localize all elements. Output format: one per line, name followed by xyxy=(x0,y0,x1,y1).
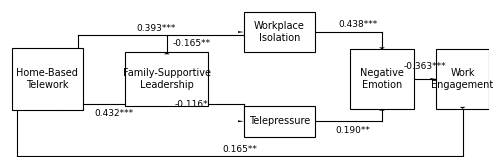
Text: 0.438***: 0.438*** xyxy=(338,20,378,29)
FancyBboxPatch shape xyxy=(12,48,83,110)
Polygon shape xyxy=(164,52,170,54)
FancyBboxPatch shape xyxy=(244,12,314,52)
Text: Work
Engagement: Work Engagement xyxy=(432,68,494,90)
Text: Telepressure: Telepressure xyxy=(248,116,310,126)
Text: Negative
Emotion: Negative Emotion xyxy=(360,68,404,90)
FancyBboxPatch shape xyxy=(436,49,489,109)
Text: Workplace
Isolation: Workplace Isolation xyxy=(254,21,304,43)
Polygon shape xyxy=(238,31,244,33)
FancyBboxPatch shape xyxy=(350,49,414,109)
Text: Home-Based
Telework: Home-Based Telework xyxy=(16,68,78,90)
Text: Family-Supportive
Leadership: Family-Supportive Leadership xyxy=(123,68,211,90)
Polygon shape xyxy=(430,78,436,80)
Polygon shape xyxy=(379,109,385,111)
Text: 0.432***: 0.432*** xyxy=(95,109,134,118)
FancyBboxPatch shape xyxy=(126,52,208,106)
Text: -0.363***: -0.363*** xyxy=(404,62,446,71)
Text: 0.190**: 0.190** xyxy=(336,126,370,135)
Text: -0.116*: -0.116* xyxy=(174,100,208,109)
Text: -0.165**: -0.165** xyxy=(172,39,210,48)
Text: 0.393***: 0.393*** xyxy=(136,24,175,33)
Text: 0.165**: 0.165** xyxy=(222,145,257,154)
Polygon shape xyxy=(460,107,466,109)
FancyBboxPatch shape xyxy=(244,106,314,137)
Polygon shape xyxy=(238,120,244,122)
Polygon shape xyxy=(379,47,385,49)
